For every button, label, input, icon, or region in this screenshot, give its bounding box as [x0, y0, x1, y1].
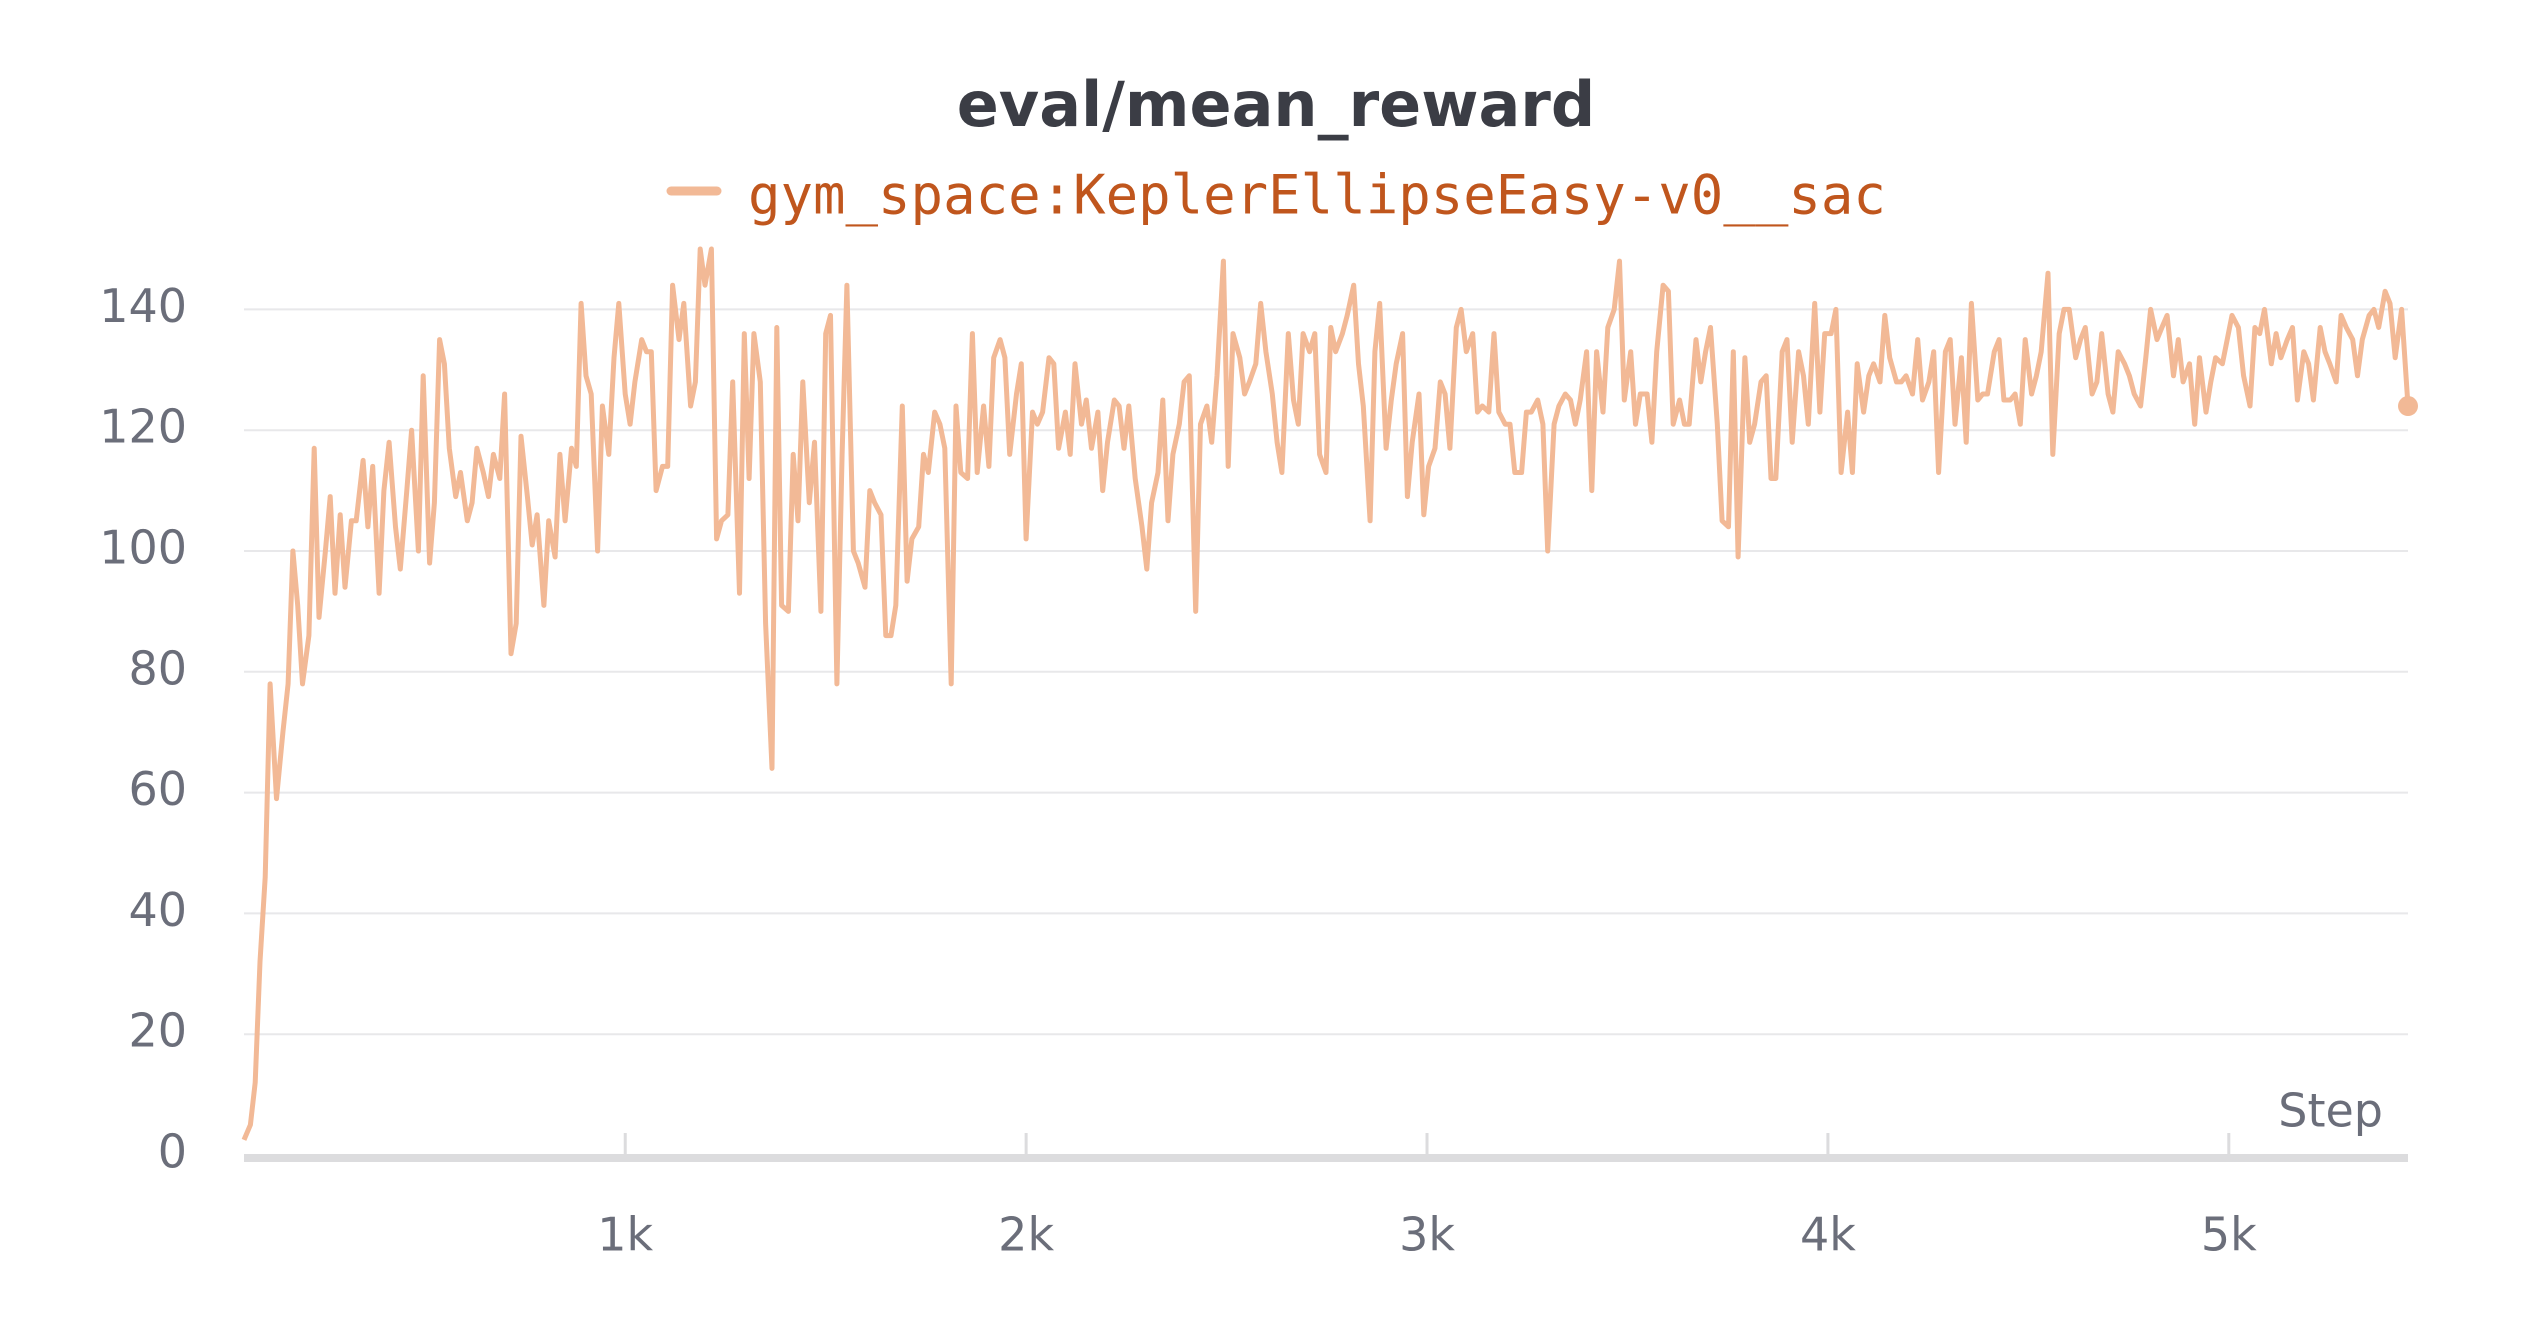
- y-tick-label: 60: [128, 762, 187, 816]
- x-tick-label: 4k: [1800, 1208, 1856, 1262]
- x-tick-label: 2k: [998, 1208, 1054, 1262]
- x-tick-label: 1k: [597, 1208, 653, 1262]
- series-line: [241, 246, 2411, 1141]
- x-tick-label: 3k: [1399, 1208, 1455, 1262]
- y-tick-label: 100: [99, 521, 187, 575]
- y-tick-label: 120: [99, 400, 187, 454]
- y-tick-label: 20: [128, 1004, 187, 1058]
- y-tick-label: 80: [128, 641, 187, 695]
- y-tick-label: 140: [99, 279, 187, 333]
- x-tick-label: 5k: [2201, 1208, 2257, 1262]
- y-tick-label: 40: [128, 883, 187, 937]
- x-axis-label: Step: [2278, 1084, 2383, 1138]
- y-tick-label: 0: [158, 1125, 187, 1179]
- legend-label[interactable]: gym_space:KeplerEllipseEasy-v0__sac: [748, 164, 1886, 227]
- end-point: [2398, 396, 2418, 417]
- chart-title: eval/mean_reward: [957, 68, 1596, 141]
